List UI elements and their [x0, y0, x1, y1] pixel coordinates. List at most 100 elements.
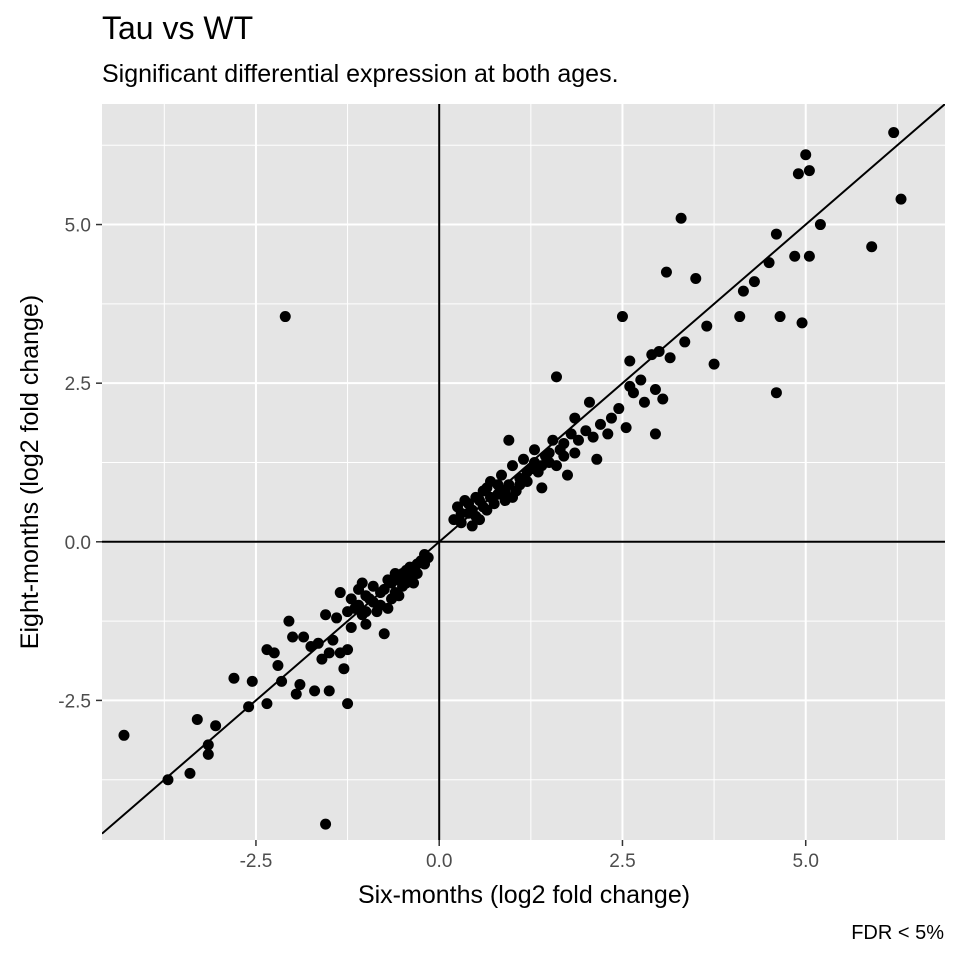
data-point — [792, 168, 804, 180]
data-point — [298, 631, 310, 643]
data-point — [572, 434, 584, 446]
data-point — [763, 257, 775, 269]
data-point — [528, 444, 540, 456]
data-point — [675, 212, 687, 224]
data-point — [499, 485, 511, 497]
data-point — [895, 193, 907, 205]
data-point — [770, 228, 782, 240]
data-point — [587, 431, 599, 443]
data-point — [228, 672, 240, 684]
chart-title: Tau vs WT — [102, 10, 254, 46]
data-point — [514, 479, 526, 491]
data-point — [331, 612, 343, 624]
data-point — [210, 720, 222, 732]
data-point — [803, 165, 815, 177]
data-point — [616, 311, 628, 323]
data-point — [653, 345, 665, 357]
data-point — [466, 520, 478, 532]
chart-caption: FDR < 5% — [851, 922, 944, 944]
data-point — [649, 384, 661, 396]
data-point — [550, 371, 562, 383]
x-axis-title: Six-months (log2 fold change) — [358, 881, 690, 909]
chart-subtitle: Significant differential expression at b… — [102, 60, 619, 88]
data-point — [342, 698, 354, 710]
data-point — [360, 590, 372, 602]
data-point — [748, 276, 760, 288]
data-point — [455, 507, 467, 519]
data-point — [342, 606, 354, 618]
data-point — [382, 602, 394, 614]
x-axis-ticks: -2.5 0.0 2.5 5.0 — [240, 840, 819, 872]
data-point — [162, 774, 174, 786]
data-point — [382, 574, 394, 586]
data-point — [474, 495, 486, 507]
data-point — [708, 358, 720, 370]
data-point — [118, 729, 130, 741]
data-point — [660, 266, 672, 278]
data-point — [638, 396, 650, 408]
data-point — [594, 418, 606, 430]
data-point — [367, 580, 379, 592]
data-point — [287, 631, 299, 643]
data-point — [342, 644, 354, 656]
data-point — [569, 412, 581, 424]
data-point — [620, 422, 632, 434]
data-point — [770, 387, 782, 399]
data-point — [202, 748, 214, 760]
data-point — [338, 663, 350, 675]
data-point — [496, 469, 508, 481]
data-point — [202, 739, 214, 751]
data-point — [635, 374, 647, 386]
data-point — [528, 456, 540, 468]
data-point — [657, 393, 669, 405]
data-point — [345, 593, 357, 605]
data-point — [569, 447, 581, 459]
data-point — [360, 606, 372, 618]
data-point — [375, 587, 387, 599]
y-tick-label: -2.5 — [58, 691, 91, 712]
data-point — [558, 437, 570, 449]
data-point — [389, 568, 401, 580]
data-point — [309, 685, 321, 697]
data-point — [283, 615, 295, 627]
data-point — [543, 447, 555, 459]
data-point — [312, 637, 324, 649]
data-point — [866, 241, 878, 253]
data-point — [243, 701, 255, 713]
data-point — [580, 425, 592, 437]
y-tick-label: 5.0 — [65, 216, 91, 237]
data-point — [246, 675, 258, 687]
data-point — [323, 647, 335, 659]
data-point — [408, 577, 420, 589]
data-point — [800, 149, 812, 161]
data-point — [261, 698, 273, 710]
data-point — [814, 219, 826, 231]
data-point — [536, 482, 548, 494]
data-point — [774, 311, 786, 323]
data-point — [455, 517, 467, 529]
x-tick-label: 5.0 — [793, 851, 819, 872]
data-point — [565, 428, 577, 440]
data-point — [649, 428, 661, 440]
data-point — [558, 450, 570, 462]
data-point — [184, 767, 196, 779]
data-point — [507, 460, 519, 472]
data-point — [279, 311, 291, 323]
data-point — [470, 510, 482, 522]
x-tick-label: -2.5 — [240, 851, 273, 872]
data-point — [624, 355, 636, 367]
data-point — [591, 453, 603, 465]
data-point — [419, 558, 431, 570]
data-point — [734, 311, 746, 323]
data-point — [290, 688, 302, 700]
data-point — [481, 482, 493, 494]
data-point — [316, 653, 328, 665]
data-point — [268, 647, 280, 659]
data-point — [561, 469, 573, 481]
x-tick-label: 2.5 — [609, 851, 635, 872]
data-point — [605, 412, 617, 424]
data-points — [118, 127, 907, 830]
data-point — [393, 590, 405, 602]
data-point — [276, 675, 288, 687]
data-point — [701, 320, 713, 332]
